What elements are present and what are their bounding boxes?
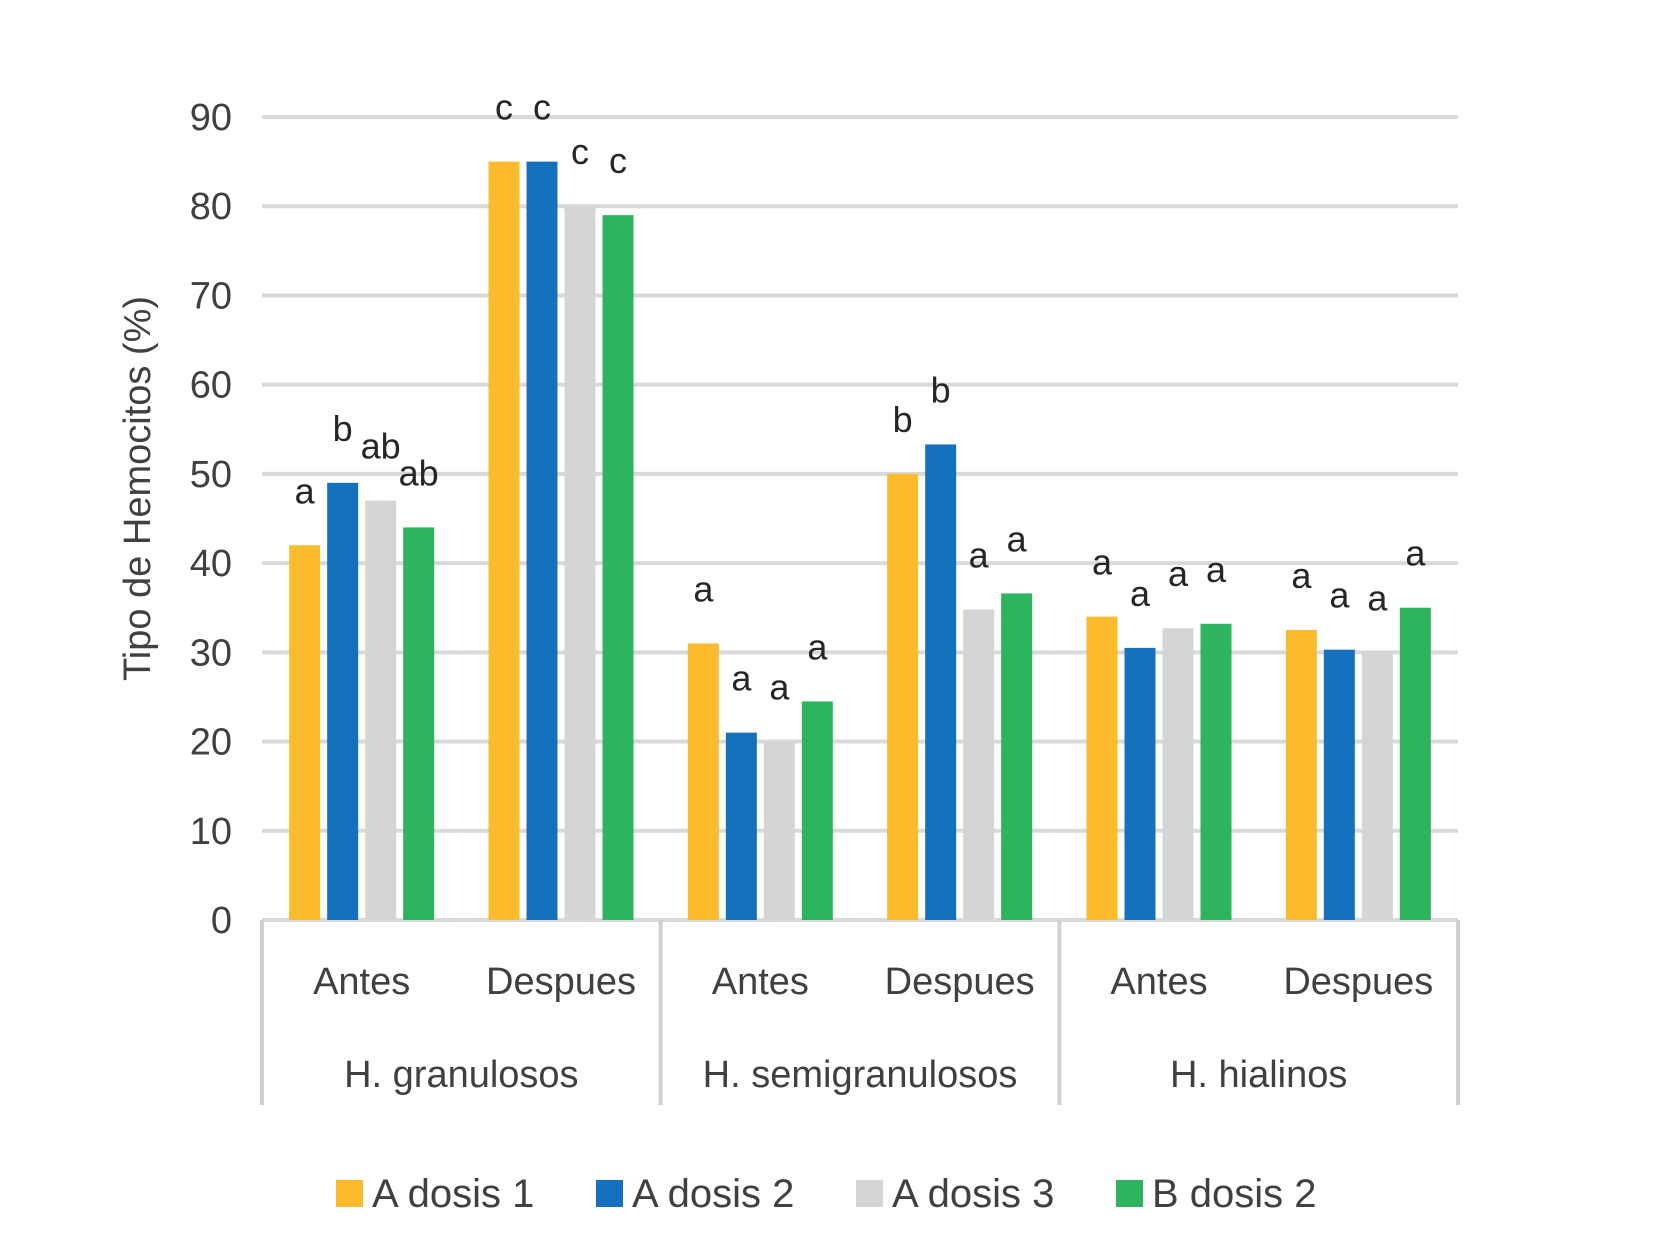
bar — [963, 609, 995, 920]
bar — [365, 500, 397, 920]
legend-label: A dosis 2 — [632, 1172, 794, 1216]
bar — [1285, 630, 1317, 920]
legend-label: B dosis 2 — [1152, 1172, 1317, 1216]
x-category-label: Despues — [885, 961, 1035, 1003]
bar — [526, 161, 558, 921]
y-tick-label: 20 — [190, 722, 232, 764]
x-category-label: Despues — [1283, 961, 1433, 1003]
x-category-label: Despues — [486, 961, 636, 1003]
bar — [289, 545, 321, 920]
y-tick-label: 90 — [190, 97, 232, 139]
bar — [763, 741, 795, 920]
y-tick-label: 40 — [190, 543, 232, 585]
legend: A dosis 1 A dosis 2 A dosis 3 B dosis 2 — [336, 1172, 1317, 1216]
bars — [289, 161, 1431, 921]
legend-swatch — [856, 1180, 883, 1207]
gridlines — [262, 115, 1458, 922]
significance-label: a — [1206, 549, 1227, 590]
bar — [1399, 607, 1431, 920]
significance-label: a — [1007, 518, 1028, 559]
significance-label: a — [693, 568, 714, 609]
x-group-label: H. semigranulosos — [703, 1054, 1018, 1096]
y-tick-labels: 0 10 20 30 40 50 60 70 80 90 — [190, 97, 232, 942]
legend-label: A dosis 3 — [892, 1172, 1054, 1216]
bar — [687, 643, 719, 920]
x-axis: Antes Despues H. granulosos Antes Despues H. … — [260, 920, 1460, 1105]
significance-label: a — [1092, 542, 1113, 583]
significance-label: a — [1168, 553, 1189, 594]
significance-label: a — [1291, 555, 1312, 596]
bar — [1323, 649, 1355, 920]
legend-swatch — [336, 1180, 363, 1207]
bar — [1086, 616, 1118, 920]
y-tick-label: 70 — [190, 275, 232, 317]
bar — [602, 215, 634, 921]
x-category-label: Antes — [712, 961, 809, 1003]
bar — [1162, 628, 1194, 920]
x-group-label: H. granulosos — [344, 1054, 578, 1096]
significance-label: b — [333, 408, 353, 449]
significance-label: b — [893, 399, 913, 440]
legend-label: A dosis 1 — [372, 1172, 534, 1216]
y-axis-title: Tipo de Hemocitos (%) — [117, 296, 159, 681]
y-tick-label: 30 — [190, 632, 232, 674]
bar — [887, 473, 919, 920]
significance-label: ab — [399, 452, 439, 493]
legend-swatch — [596, 1180, 623, 1207]
significance-label: b — [931, 369, 951, 410]
significance-label: a — [807, 626, 828, 667]
significance-label: c — [609, 140, 627, 181]
x-category-label: Antes — [313, 961, 410, 1003]
significance-label: c — [533, 87, 551, 128]
significance-label: c — [495, 87, 513, 128]
significance-label: a — [295, 470, 316, 511]
x-category-label: Antes — [1110, 961, 1207, 1003]
significance-label: c — [571, 131, 589, 172]
legend-swatch — [1116, 1180, 1143, 1207]
significance-label: a — [1367, 577, 1388, 618]
significance-label: ab — [361, 426, 401, 467]
significance-label: a — [1130, 573, 1151, 614]
significance-label: a — [1329, 575, 1350, 616]
bar — [1200, 623, 1232, 920]
bar — [488, 161, 520, 921]
bar — [1361, 652, 1393, 920]
bar — [1001, 593, 1033, 920]
bar — [725, 732, 757, 920]
bar — [327, 482, 359, 920]
significance-label: a — [731, 658, 752, 699]
bar — [925, 444, 957, 920]
significance-label: a — [1405, 533, 1426, 574]
bar — [403, 527, 435, 920]
x-group-label: H. hialinos — [1170, 1054, 1347, 1096]
bar — [564, 206, 596, 920]
bar — [1124, 647, 1156, 920]
y-tick-label: 0 — [211, 900, 232, 942]
bar — [801, 701, 833, 920]
significance-label: a — [969, 535, 990, 576]
significance-label: a — [769, 667, 790, 708]
y-tick-label: 50 — [190, 454, 232, 496]
y-tick-label: 60 — [190, 365, 232, 407]
y-tick-label: 80 — [190, 186, 232, 228]
y-tick-label: 10 — [190, 811, 232, 853]
